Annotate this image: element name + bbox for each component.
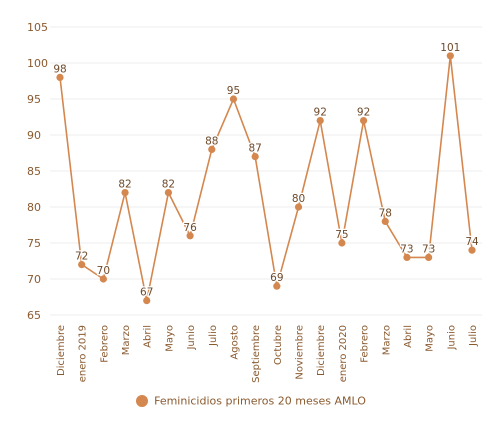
x-tick-label: Abril xyxy=(143,325,154,348)
data-label: 88 xyxy=(205,135,218,147)
data-label: 98 xyxy=(53,63,66,75)
data-label: 92 xyxy=(357,107,370,119)
x-tick-label: Agosto xyxy=(229,325,240,360)
data-point xyxy=(273,282,281,290)
y-tick-label: 75 xyxy=(27,237,41,250)
data-point xyxy=(403,253,411,261)
data-point xyxy=(294,203,303,211)
data-point xyxy=(121,189,129,197)
data-point xyxy=(359,117,368,125)
x-tick-label: Marzo xyxy=(381,325,392,355)
y-tick-label: 105 xyxy=(27,21,48,34)
data-point xyxy=(425,253,433,261)
data-point xyxy=(164,189,173,197)
data-label: 78 xyxy=(379,207,392,219)
data-point xyxy=(381,217,389,225)
y-tick-label: 85 xyxy=(27,165,41,178)
y-tick-label: 100 xyxy=(27,57,48,70)
data-point xyxy=(316,117,324,125)
data-label: 101 xyxy=(440,42,460,54)
x-tick-label: Febrero xyxy=(360,325,371,363)
data-point xyxy=(338,239,346,247)
data-label: 75 xyxy=(335,229,348,241)
y-tick-label: 90 xyxy=(27,129,41,142)
data-point xyxy=(99,275,107,283)
data-label: 74 xyxy=(465,236,479,248)
x-tick-label: enero 2020 xyxy=(338,325,349,382)
x-tick-label: Marzo xyxy=(121,325,132,355)
x-tick-label: Junio xyxy=(186,325,197,351)
x-tick-label: Mayo xyxy=(425,325,436,352)
line-chart-svg: 65 70 75 80 85 90 95 100 105 Diciembre enero 2019 F… xyxy=(27,21,482,383)
x-tick-label: Diciembre xyxy=(56,325,67,376)
series-line xyxy=(59,55,473,301)
y-tick-label: 65 xyxy=(27,309,41,322)
data-label: 67 xyxy=(140,287,153,299)
legend-label: Feminicidios primeros 20 meses AMLO xyxy=(154,394,366,408)
data-label: 92 xyxy=(314,107,327,119)
data-label: 73 xyxy=(422,243,435,255)
x-tick-label: Julio xyxy=(208,325,219,347)
data-label: 76 xyxy=(183,222,197,234)
data-label: 73 xyxy=(400,243,413,255)
data-point xyxy=(56,73,64,81)
data-label: 72 xyxy=(75,251,88,263)
data-point xyxy=(143,297,151,305)
data-point xyxy=(446,52,454,60)
data-point xyxy=(208,145,216,153)
data-point xyxy=(186,232,194,240)
y-tick-label: 80 xyxy=(27,201,41,214)
x-tick-label: Noviembre xyxy=(295,325,306,380)
x-tick-label: Diciembre xyxy=(316,325,327,376)
x-tick-label: Septiembre xyxy=(251,325,262,383)
data-label: 82 xyxy=(162,179,175,191)
x-tick-label: Junio xyxy=(446,325,457,351)
data-label: 87 xyxy=(248,143,261,155)
y-tick-label: 95 xyxy=(27,93,41,106)
y-tick-label: 70 xyxy=(27,273,41,286)
data-point xyxy=(468,246,476,254)
data-label: 80 xyxy=(292,193,305,205)
x-tick-label: enero 2019 xyxy=(78,325,89,382)
data-label: 70 xyxy=(97,265,110,277)
x-tick-label: Julio xyxy=(468,325,479,347)
legend: Feminicidios primeros 20 meses AMLO xyxy=(0,394,502,408)
data-point xyxy=(251,153,259,161)
x-tick-label: Abril xyxy=(403,325,414,348)
data-point xyxy=(78,261,86,269)
data-label: 69 xyxy=(270,272,283,284)
x-tick-label: Octubre xyxy=(273,325,284,365)
data-label: 95 xyxy=(227,85,240,97)
data-point xyxy=(229,95,238,103)
x-tick-label: Febrero xyxy=(99,325,110,363)
legend-marker-icon xyxy=(136,395,149,407)
data-label: 82 xyxy=(118,179,131,191)
x-tick-label: Mayo xyxy=(164,325,175,352)
